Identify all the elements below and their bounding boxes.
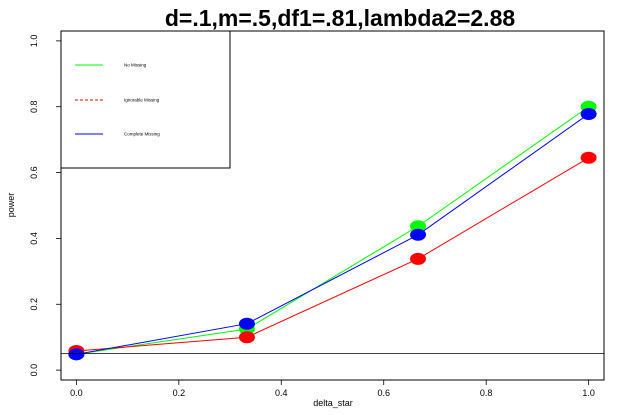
y-tick-label: 0.0	[29, 364, 39, 377]
y-tick-label: 0.6	[29, 166, 39, 179]
y-tick-label: 0.4	[29, 232, 39, 245]
data-point-complete-missing	[68, 348, 85, 361]
legend: No Missing Ignorable Missing Complete Miss…	[60, 30, 231, 169]
series-line-no-missing	[76, 106, 589, 355]
y-tick-label: 0.2	[29, 298, 39, 311]
plot-frame	[60, 30, 605, 381]
data-point-ignorable-missing	[580, 151, 597, 164]
data-point-complete-missing	[410, 228, 427, 241]
y-tick-label: 0.8	[29, 100, 39, 113]
legend-label: Ignorable Missing	[124, 98, 160, 103]
legend-box	[60, 30, 231, 169]
x-axis-label: delta_star	[313, 398, 353, 408]
y-tick-label: 1.0	[29, 35, 39, 48]
data-point-no-missing	[410, 220, 427, 233]
legend-label: Complete Missing	[124, 132, 160, 137]
series-line-complete-missing	[76, 113, 589, 355]
x-tick-label: 1.0	[582, 388, 595, 398]
x-tick-label: 0.4	[275, 388, 288, 398]
x-tick-label: 0.8	[480, 388, 493, 398]
series-markers	[68, 100, 597, 361]
x-tick-label: 0.2	[173, 388, 186, 398]
x-tick-label: 0.0	[70, 388, 83, 398]
data-point-complete-missing	[580, 107, 597, 120]
chart-title: d=.1,m=.5,df1=.81,lambda2=2.88	[165, 5, 516, 31]
y-axis-label: power	[6, 193, 16, 218]
x-tick-label: 0.6	[377, 388, 390, 398]
axes: 0.0 0.2 0.4 0.6 0.8 1.0 0.0 0.2 0.4 0.6 0.8 1.0	[29, 35, 595, 398]
series-line-ignorable-missing	[76, 157, 589, 352]
data-point-ignorable-missing	[238, 331, 255, 344]
legend-label: No Missing	[124, 63, 147, 68]
series-lines	[76, 106, 589, 355]
data-point-complete-missing	[238, 317, 255, 330]
data-point-ignorable-missing	[410, 252, 427, 265]
